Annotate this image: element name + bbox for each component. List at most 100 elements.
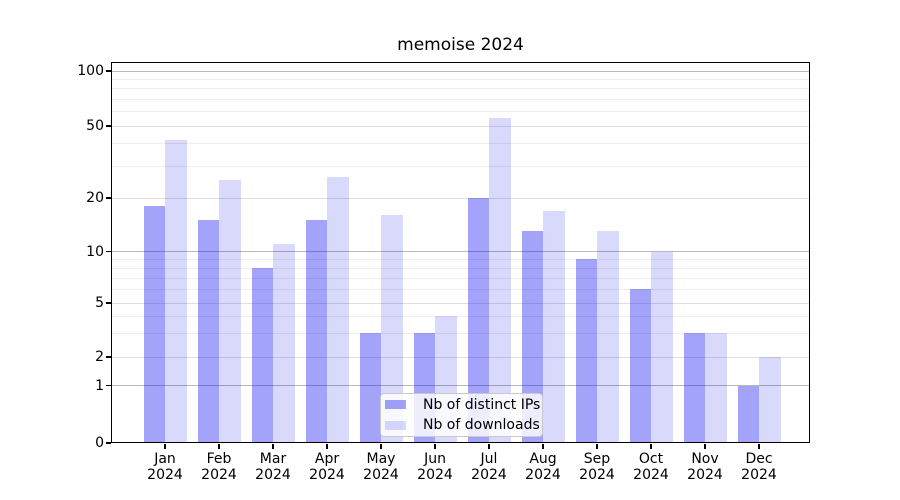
x-tick-label: Jul 2024 (459, 451, 519, 483)
x-tick-label: Mar 2024 (243, 451, 303, 483)
x-tick-mark (542, 444, 544, 449)
gridline (112, 70, 809, 72)
gridline (112, 385, 809, 386)
x-tick-mark (380, 444, 382, 449)
x-tick-month: Feb (206, 451, 232, 467)
x-tick-year: 2024 (741, 467, 777, 483)
y-tick-label: 100 (77, 63, 104, 79)
x-tick-mark (434, 444, 436, 449)
bar-aug-distinct-ips (521, 231, 543, 443)
bar-dec-downloads (759, 357, 781, 443)
x-tick-year: 2024 (255, 467, 291, 483)
x-tick-year: 2024 (471, 467, 507, 483)
bar-may-distinct-ips (359, 333, 381, 443)
gridline (112, 197, 809, 199)
x-tick-mark (488, 444, 490, 449)
y-tick-label: 0 (95, 435, 104, 451)
bar-feb-downloads (219, 180, 241, 443)
x-tick-label: Nov 2024 (675, 451, 735, 483)
gridline (112, 258, 809, 260)
gridline (112, 332, 809, 334)
y-tick-label: 5 (95, 295, 104, 311)
gridline (112, 288, 809, 290)
y-tick-label: 10 (86, 243, 104, 260)
x-tick-year: 2024 (687, 467, 723, 483)
x-tick-month: Oct (638, 451, 664, 467)
legend-item-distinct-ips: Nb of distinct IPs (381, 395, 542, 415)
x-tick-year: 2024 (201, 467, 237, 483)
x-tick-month: Apr (314, 451, 340, 467)
x-tick-month: Dec (745, 451, 773, 467)
y-tick-label: 50 (86, 118, 104, 134)
gridline (112, 98, 809, 100)
x-tick-mark (218, 444, 220, 449)
x-tick-year: 2024 (525, 467, 561, 483)
x-tick-label: Feb 2024 (189, 451, 249, 483)
bar-nov-downloads (705, 333, 727, 443)
legend-label-downloads: Nb of downloads (423, 417, 540, 434)
gridline (112, 78, 809, 80)
y-tick-label: 20 (86, 190, 104, 206)
y-tick-mark (106, 250, 111, 253)
x-tick-year: 2024 (633, 467, 669, 483)
y-tick-mark (106, 356, 111, 358)
bar-jan-distinct-ips (143, 206, 165, 443)
chart-title: memoise 2024 (397, 35, 524, 55)
gridline (112, 251, 809, 252)
gridline (112, 88, 809, 90)
y-tick-mark (106, 197, 111, 199)
x-tick-label: Aug 2024 (513, 451, 573, 483)
x-tick-mark (650, 444, 652, 449)
x-tick-label: Sep 2024 (567, 451, 627, 483)
x-tick-year: 2024 (309, 467, 345, 483)
bar-apr-downloads (327, 177, 349, 443)
bar-mar-distinct-ips (251, 268, 273, 443)
legend-swatch-distinct-ips (385, 400, 406, 410)
bar-sep-downloads (597, 231, 619, 443)
x-tick-month: Sep (583, 451, 611, 467)
bar-may-downloads (381, 215, 403, 443)
gridline (112, 125, 809, 127)
x-tick-label: Apr 2024 (297, 451, 357, 483)
x-tick-year: 2024 (579, 467, 615, 483)
legend-item-downloads: Nb of downloads (381, 415, 542, 435)
legend-label-distinct-ips: Nb of distinct IPs (423, 396, 541, 413)
bar-aug-downloads (543, 210, 565, 443)
bar-mar-downloads (273, 244, 295, 443)
x-tick-month: Jun (424, 451, 446, 467)
x-tick-month: Nov (691, 451, 719, 467)
bar-oct-distinct-ips (629, 289, 651, 443)
gridline (112, 165, 809, 167)
bar-sep-distinct-ips (575, 259, 597, 443)
gridline (112, 143, 809, 145)
x-tick-year: 2024 (363, 467, 399, 483)
y-tick-label: 1 (95, 377, 104, 394)
x-tick-label: Jan 2024 (135, 451, 195, 483)
bar-dec-distinct-ips (737, 385, 759, 443)
x-tick-label: Dec 2024 (729, 451, 789, 483)
x-tick-month: Jul (480, 451, 498, 467)
y-tick-label: 2 (95, 349, 104, 365)
bar-oct-downloads (651, 251, 673, 443)
x-tick-mark (704, 444, 706, 449)
x-tick-mark (758, 444, 760, 449)
x-tick-year: 2024 (147, 467, 183, 483)
bar-nov-distinct-ips (683, 333, 705, 443)
x-tick-label: May 2024 (351, 451, 411, 483)
x-tick-mark (326, 444, 328, 449)
legend: Nb of distinct IPs Nb of downloads (380, 393, 543, 437)
legend-swatch-downloads (385, 420, 406, 430)
y-tick-mark (106, 302, 111, 304)
x-tick-mark (272, 444, 274, 449)
x-tick-mark (596, 444, 598, 449)
bar-jul-distinct-ips (467, 198, 489, 443)
x-tick-year: 2024 (417, 467, 453, 483)
gridline (112, 277, 809, 279)
y-tick-mark (106, 442, 111, 444)
gridline (112, 111, 809, 113)
gridline (112, 356, 809, 358)
bar-jul-downloads (489, 118, 511, 443)
bar-apr-distinct-ips (305, 220, 327, 443)
y-tick-mark (106, 70, 111, 72)
